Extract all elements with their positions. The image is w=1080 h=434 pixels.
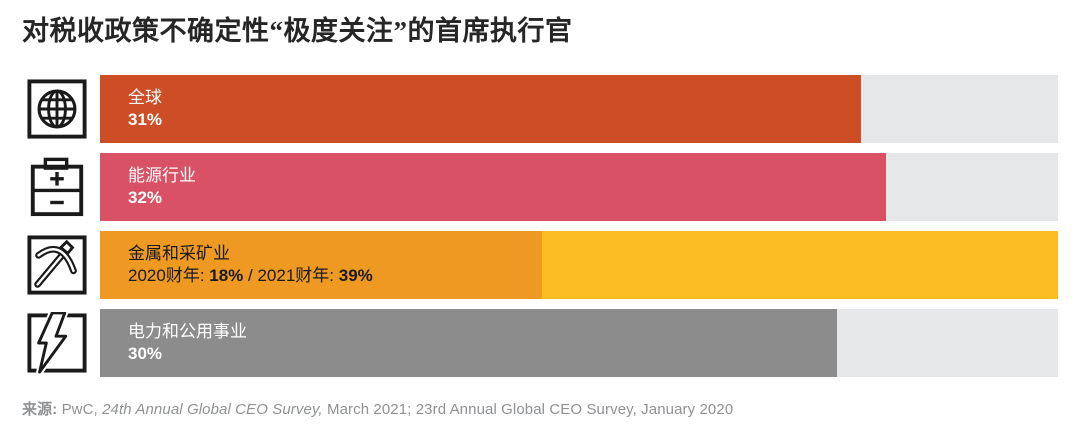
bar-chart: 全球 31% 能源行业 32% 金属和采矿业 2020财年: 18% / 202… bbox=[22, 75, 1058, 377]
bar-value-segment: / bbox=[243, 266, 258, 285]
bar-label-group: 能源行业 32% bbox=[128, 165, 196, 209]
bar-value-segment: 2021财年: bbox=[257, 266, 339, 285]
bar-value-segment: 32% bbox=[128, 188, 163, 207]
bar-track: 全球 31% bbox=[100, 75, 1058, 143]
bar-label-group: 电力和公用事业 30% bbox=[128, 321, 247, 365]
bar-value-segment: 30% bbox=[128, 344, 163, 363]
lightning-icon bbox=[22, 309, 100, 377]
bar-row: 全球 31% bbox=[22, 75, 1058, 143]
bar-row: 金属和采矿业 2020财年: 18% / 2021财年: 39% bbox=[22, 231, 1058, 299]
bar-value-label: 30% bbox=[128, 343, 247, 365]
chart-title: 对税收政策不确定性“极度关注”的首席执行官 bbox=[22, 16, 573, 46]
bar-category-label: 金属和采矿业 bbox=[128, 244, 230, 263]
pickaxe-icon bbox=[22, 231, 100, 299]
source-line: 来源: PwC, 24th Annual Global CEO Survey, … bbox=[22, 398, 1058, 419]
bar-value-segment: 31% bbox=[128, 110, 163, 129]
bar-value-label: 2020财年: 18% / 2021财年: 39% bbox=[128, 265, 373, 287]
bar-fill bbox=[100, 231, 543, 299]
bar-category-label: 电力和公用事业 bbox=[128, 322, 247, 341]
bar-track: 金属和采矿业 2020财年: 18% / 2021财年: 39% bbox=[100, 231, 1058, 299]
bar-label-group: 全球 31% bbox=[128, 87, 162, 131]
bar-value-label: 32% bbox=[128, 187, 196, 209]
bar-value-segment: 18% bbox=[209, 266, 244, 285]
bar-track: 电力和公用事业 30% bbox=[100, 309, 1058, 377]
bar-category-label: 能源行业 bbox=[128, 166, 196, 185]
bar-track: 能源行业 32% bbox=[100, 153, 1058, 221]
battery-icon bbox=[22, 153, 100, 221]
bar-value-segment: 39% bbox=[338, 266, 373, 285]
bar-row: 电力和公用事业 30% bbox=[22, 309, 1058, 377]
bar-category-label: 全球 bbox=[128, 88, 162, 107]
bar-value-segment: 2020财年: bbox=[128, 266, 210, 285]
source-label: 来源: bbox=[22, 401, 58, 418]
source-text-post: March 2021; 23rd Annual Global CEO Surve… bbox=[322, 401, 734, 418]
source-survey-title: 24th Annual Global CEO Survey, bbox=[102, 401, 323, 418]
globe-icon bbox=[22, 75, 100, 143]
source-text-pre: PwC, bbox=[57, 401, 103, 418]
bar-fill bbox=[100, 153, 887, 221]
bar-fill bbox=[100, 75, 862, 143]
bar-label-group: 金属和采矿业 2020财年: 18% / 2021财年: 39% bbox=[128, 243, 373, 287]
bar-row: 能源行业 32% bbox=[22, 153, 1058, 221]
bar-fill bbox=[100, 309, 837, 377]
bar-value-label: 31% bbox=[128, 109, 162, 131]
